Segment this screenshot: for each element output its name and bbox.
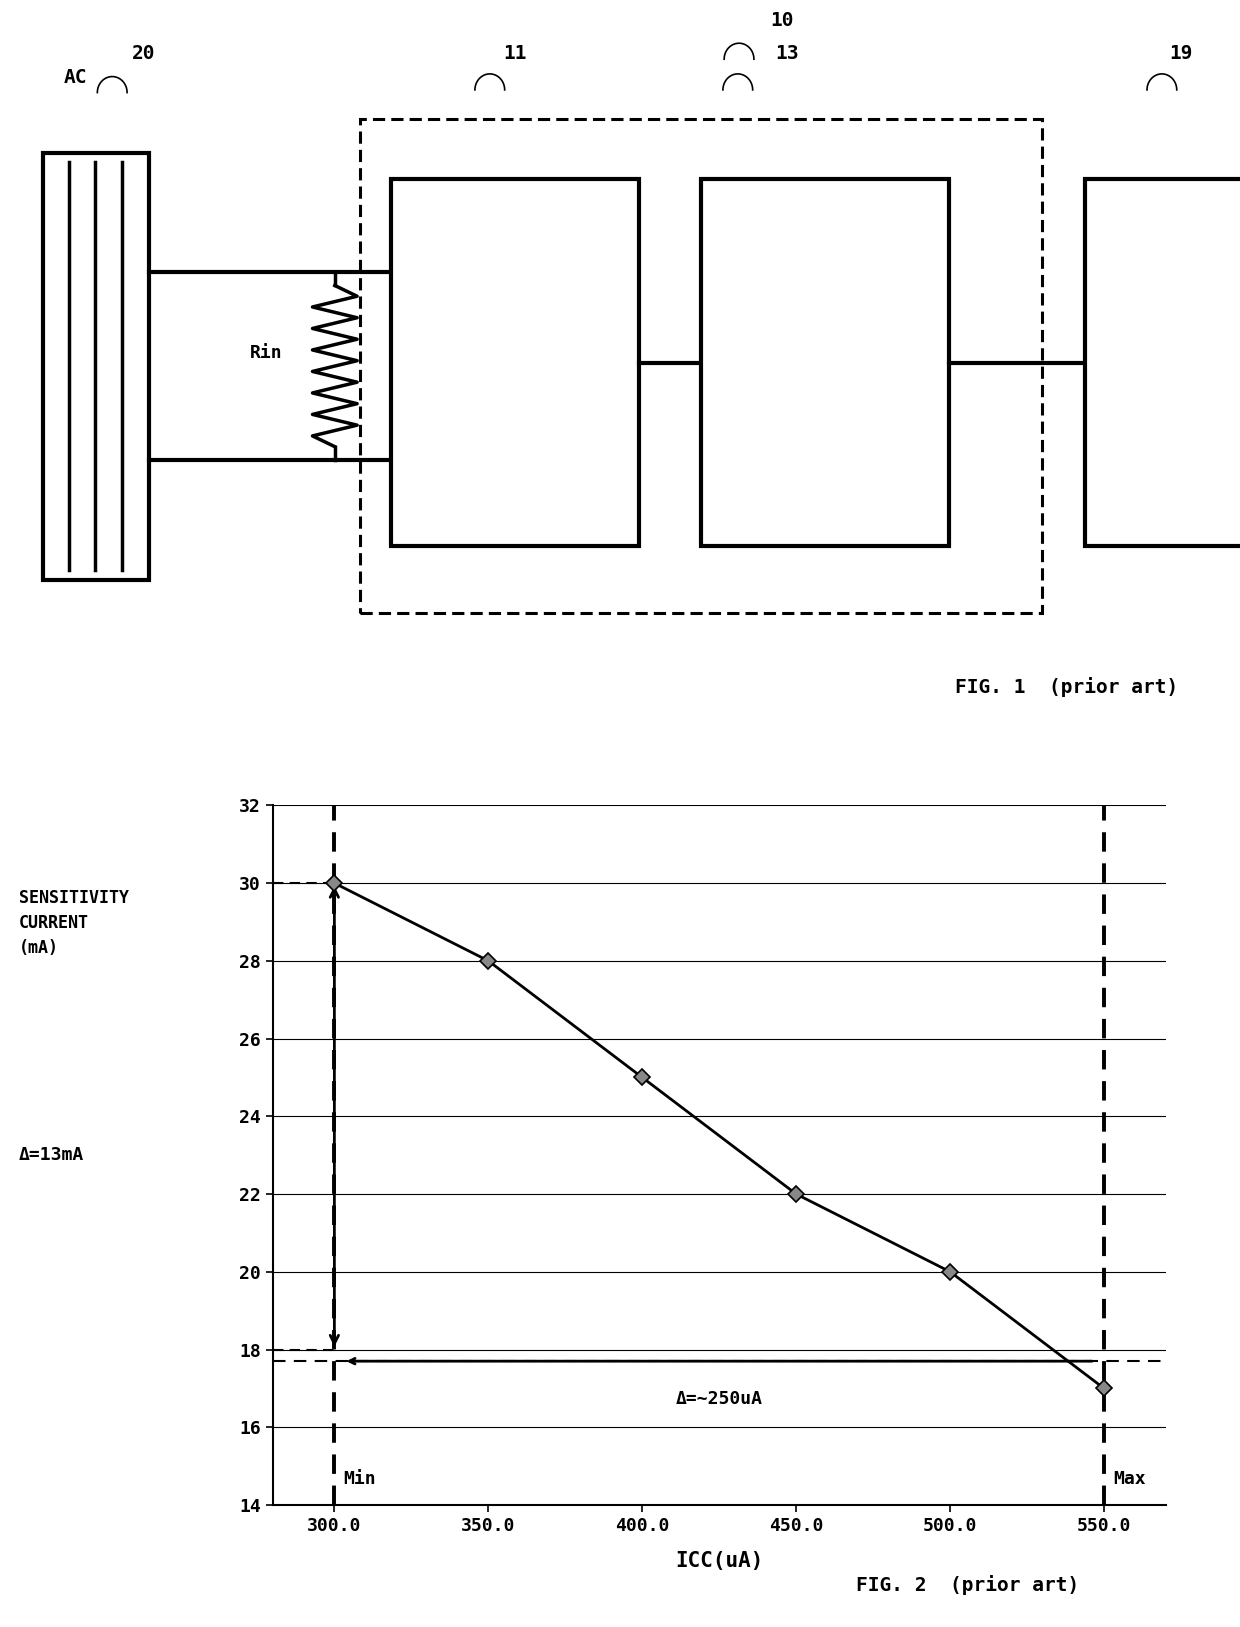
Text: Rin: Rin — [250, 343, 283, 361]
Bar — [43, 153, 149, 579]
Bar — [701, 179, 949, 547]
Text: 20: 20 — [131, 44, 155, 63]
Text: FIG. 1  (prior art): FIG. 1 (prior art) — [955, 677, 1178, 696]
Text: Δ=13mA: Δ=13mA — [19, 1145, 84, 1165]
Text: Min: Min — [343, 1469, 376, 1487]
X-axis label: ICC(uA): ICC(uA) — [675, 1552, 764, 1572]
Text: Δ=~250uA: Δ=~250uA — [676, 1389, 763, 1407]
Bar — [391, 179, 639, 547]
Bar — [360, 119, 1042, 613]
Text: 10: 10 — [771, 11, 794, 29]
Bar — [1085, 179, 1240, 547]
Text: 19: 19 — [1169, 44, 1193, 63]
Text: Max: Max — [1114, 1469, 1146, 1487]
Text: AC: AC — [63, 68, 87, 88]
Text: SENSITIVITY
CURRENT
(mA): SENSITIVITY CURRENT (mA) — [19, 890, 129, 957]
Text: 11: 11 — [503, 44, 526, 63]
Text: 13: 13 — [776, 44, 799, 63]
Text: FIG. 2  (prior art): FIG. 2 (prior art) — [856, 1575, 1079, 1594]
